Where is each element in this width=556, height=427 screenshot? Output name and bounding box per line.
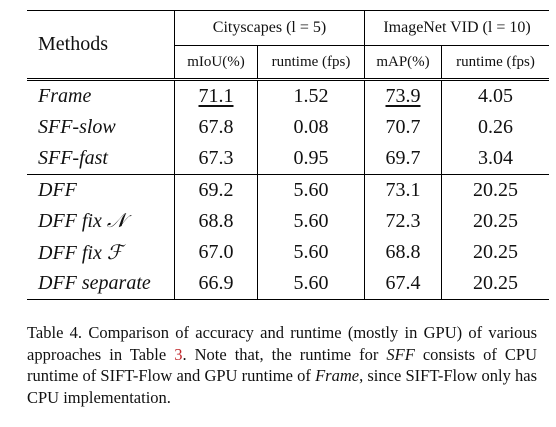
table-cell: 3.04 — [441, 143, 549, 175]
table-row: DFF 69.2 5.60 73.1 20.25 — [27, 174, 549, 206]
table-cell: 69.2 — [174, 174, 258, 206]
table-cell: 67.4 — [364, 268, 442, 300]
caption-text: . Note that, the runtime for — [182, 344, 387, 364]
table-reference-link[interactable]: 3 — [174, 344, 183, 364]
table-cell: 20.25 — [441, 206, 549, 237]
method-name: DFF separate — [27, 268, 175, 300]
method-name: SFF-fast — [38, 147, 108, 169]
table-row: SFF-slow 67.8 0.08 70.7 0.26 — [27, 112, 549, 143]
table-cell: 20.25 — [441, 268, 549, 300]
table-cell: 5.60 — [257, 174, 365, 206]
table-cell: 67.8 — [174, 112, 258, 143]
table-cell: 70.7 — [364, 112, 442, 143]
subheader-miou: mIoU(%) — [174, 45, 258, 80]
table-row: SFF-fast 67.3 0.95 69.7 3.04 — [27, 143, 549, 175]
caption-text: Comparison of accuracy and runtime (most… — [27, 323, 537, 364]
table-cell: 0.95 — [257, 143, 365, 175]
table-cell: 71.1 — [174, 78, 258, 112]
table-cell: 67.3 — [174, 143, 258, 175]
table-cell: 1.52 — [257, 78, 365, 112]
caption-label: Table 4. — [27, 323, 83, 342]
table-row: Frame 71.1 1.52 73.9 4.05 — [27, 78, 549, 112]
methods-header: Methods — [27, 10, 175, 80]
method-name: DFF fix 𝒩 — [38, 210, 127, 232]
table-cell: 69.7 — [364, 143, 442, 175]
method-name: SFF-slow — [38, 116, 116, 138]
caption-italic: Frame — [315, 366, 360, 385]
subheader-runtime-cityscapes: runtime (fps) — [257, 45, 365, 80]
method-name: DFF — [27, 174, 175, 206]
method-name: DFF fix ℱ — [38, 242, 123, 264]
table-cell: 73.9 — [364, 78, 442, 112]
table-cell: 0.08 — [257, 112, 365, 143]
table-cell: 66.9 — [174, 268, 258, 300]
caption-text: , since SIFT-Flow only has CPU implement… — [27, 366, 537, 407]
table-cell: 73.1 — [364, 174, 442, 206]
caption-italic: SFF — [386, 344, 415, 364]
table-cell: 5.60 — [257, 268, 365, 300]
table-row: DFF separate 66.9 5.60 67.4 20.25 — [27, 268, 549, 300]
caption-text: consists of CPU runtime of SIFT-Flow and… — [27, 344, 537, 386]
table-row: DFF fix 𝒩 68.8 5.60 72.3 20.25 — [27, 206, 549, 237]
table-cell: 20.25 — [441, 174, 549, 206]
table-cell: 20.25 — [441, 237, 549, 268]
subheader-runtime-imagenet: runtime (fps) — [441, 45, 549, 80]
table-cell: 72.3 — [364, 206, 442, 237]
table-caption: Table 4. Comparison of accuracy and runt… — [27, 322, 537, 408]
table-cell: 0.26 — [441, 112, 549, 143]
table-cell: 68.8 — [364, 237, 442, 268]
table-cell: 67.0 — [174, 237, 258, 268]
subheader-map: mAP(%) — [364, 45, 442, 80]
method-name: Frame — [27, 78, 175, 112]
group-header-cityscapes: Cityscapes (l = 5) — [174, 10, 365, 46]
table-cell: 5.60 — [257, 237, 365, 268]
table-cell: 5.60 — [257, 206, 365, 237]
results-table: Methods Cityscapes (l = 5) ImageNet VID … — [27, 10, 549, 300]
table-cell: 4.05 — [441, 78, 549, 112]
table-row: DFF fix ℱ 67.0 5.60 68.8 20.25 — [27, 237, 549, 268]
table-cell: 68.8 — [174, 206, 258, 237]
group-header-imagenet-vid: ImageNet VID (l = 10) — [364, 10, 549, 46]
